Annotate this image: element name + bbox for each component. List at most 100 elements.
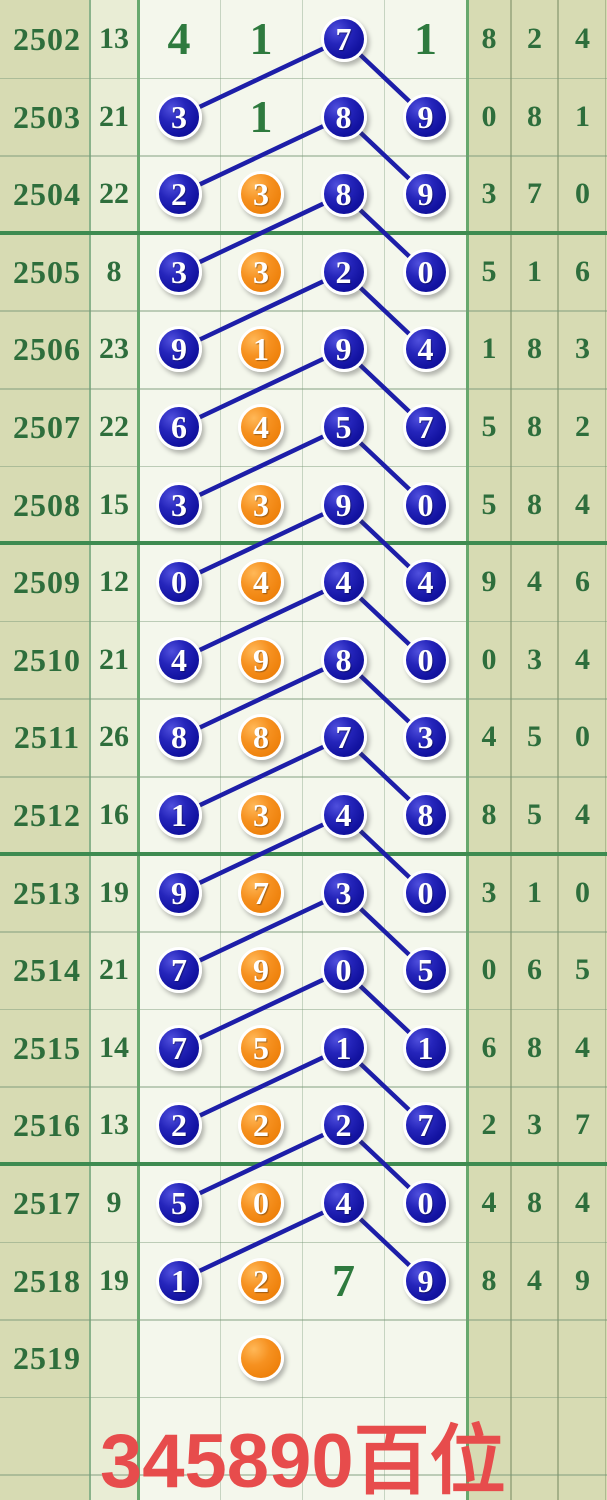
connector-line [176,1045,346,1128]
stat-value: 4 [481,1186,497,1219]
stat-value: 8 [527,1030,542,1064]
sum-value: 21 [99,642,129,676]
stat-col-divider [557,0,559,1500]
footer-stamp-text: 345890百位 [100,1419,506,1500]
connector-line [176,114,346,197]
sum-value: 14 [99,1030,129,1064]
orange-ball [238,1335,284,1382]
orange-ball: 5 [238,1024,284,1071]
blue-ball: 9 [156,869,202,916]
sum-value: 19 [99,875,129,909]
row-separator-line [0,931,607,933]
blue-ball: 9 [402,171,449,218]
connector-line [176,890,346,973]
blue-ball: 8 [320,171,367,218]
orange-ball: 3 [238,481,284,528]
row-separator-line [0,620,607,623]
blue-ball: 9 [320,326,367,373]
blue-ball: 1 [402,1024,449,1071]
period-label: 2516 [13,1107,81,1144]
blue-ball: 7 [156,947,202,994]
chart-digit: 1 [249,13,273,64]
period-label: 2506 [13,331,81,368]
stat-value: 0 [481,953,497,987]
stat-value: 7 [527,177,542,211]
stat-value: 4 [527,1263,542,1297]
stat-value: 0 [575,177,590,211]
connector-line [176,1123,346,1206]
stat-value: 6 [527,953,542,987]
row-separator-line [0,465,607,468]
row-separator-line [0,155,607,157]
orange-ball: 9 [238,947,284,994]
blue-ball: 9 [402,93,449,140]
blue-ball: 9 [156,326,202,373]
blue-ball: 6 [156,404,202,450]
blue-ball: 1 [320,1024,367,1071]
stat-value: 1 [575,99,590,133]
blue-ball: 9 [320,481,367,528]
stat-value: 0 [481,642,497,676]
chart-right-border [465,0,469,1500]
row-separator-line [0,310,607,312]
row-separator-line [0,1086,607,1088]
stat-value: 8 [527,332,542,366]
blue-ball: 3 [320,869,367,916]
blue-ball: 4 [320,1180,367,1226]
blue-ball: 0 [402,1180,449,1226]
stat-value: 0 [575,875,590,909]
period-label: 2507 [13,409,81,445]
stat-value: 1 [527,875,542,909]
connector-line [176,812,346,895]
sum-value: 23 [99,332,129,366]
blue-ball: 1 [156,1257,202,1304]
stat-value: 3 [481,177,497,211]
sum-value: 15 [99,487,129,521]
blue-ball: 8 [156,714,202,761]
stat-value: 3 [481,875,497,909]
blue-ball: 8 [320,636,367,683]
connector-line [176,1200,346,1283]
connector-line [176,269,346,352]
chart-col-divider [301,0,304,1500]
stat-value: 5 [527,798,542,831]
period-label: 2505 [13,253,81,290]
blue-ball: 8 [320,93,367,140]
blue-ball: 7 [320,714,367,761]
stat-value: 9 [481,565,497,599]
sum-value: 8 [106,254,122,288]
blue-ball: 1 [156,792,202,838]
right-border [604,0,606,1500]
blue-ball: 2 [320,248,367,295]
stat-value: 8 [527,99,542,133]
blue-ball: 3 [156,93,202,140]
group-separator-line [0,1162,607,1166]
stat-value: 6 [575,565,590,599]
blue-ball: 2 [156,171,202,218]
stat-value: 4 [575,22,590,55]
blue-ball: 3 [156,481,202,528]
row-separator-line [0,1241,607,1244]
stat-value: 8 [481,22,497,55]
chart-digit: 7 [332,1254,355,1306]
orange-ball: 4 [238,404,284,450]
orange-ball: 3 [238,171,284,218]
stat-value: 5 [527,720,542,754]
orange-ball: 9 [238,636,284,683]
blue-ball: 2 [156,1102,202,1149]
blue-ball: 5 [402,947,449,994]
connector-line [176,735,346,818]
period-label: 2518 [13,1262,81,1299]
sum-column-band [90,0,138,1500]
row-separator-line [0,1319,607,1321]
chart-col-divider [383,0,386,1500]
orange-ball: 7 [238,869,284,916]
row-separator-line [0,1396,607,1399]
group-separator-line [0,541,607,546]
period-label: 2509 [13,564,81,601]
stat-value: 3 [527,1108,542,1142]
sum-value: 16 [99,798,129,831]
period-label: 2519 [13,1340,81,1377]
